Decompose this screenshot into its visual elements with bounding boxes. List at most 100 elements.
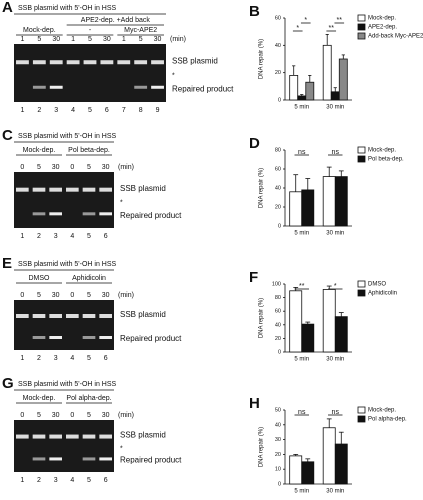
lane-number: 2 (37, 233, 41, 240)
bar (322, 289, 336, 353)
group-label: Aphidicolin (72, 275, 106, 282)
y-tick-label: 80 (275, 147, 281, 153)
legend-swatch (357, 155, 366, 163)
band-top (82, 314, 96, 318)
band-product (32, 212, 46, 216)
lane-number: 2 (37, 355, 41, 362)
time-label: 0 (70, 292, 74, 299)
band-product (99, 457, 112, 461)
lane-number: 2 (37, 107, 41, 114)
supergroup-label: APE2-dep. +Add back (81, 17, 151, 24)
time-label: 0 (20, 412, 24, 419)
y-tick-label: 40 (275, 322, 281, 328)
group-label: Mock-dep. (23, 147, 56, 154)
bar (322, 176, 336, 227)
lane-number: 1 (20, 107, 24, 114)
time-unit: (min) (118, 164, 134, 171)
time-label: 30 (102, 412, 110, 419)
lane-number: 3 (54, 233, 58, 240)
band-top (49, 187, 62, 192)
time-label: 5 (139, 36, 143, 43)
y-tick-label: 30 (275, 437, 281, 443)
time-label: 5 (37, 412, 41, 419)
legend-label: Mock-dep. (368, 16, 396, 22)
panel-letter: G (2, 375, 14, 392)
legend-label: Pol alpha-dep. (368, 417, 407, 423)
lane-number: 4 (71, 107, 75, 114)
band-product (82, 336, 96, 339)
y-tick-label: 50 (275, 407, 281, 413)
bar (289, 290, 303, 353)
band-product (32, 457, 46, 461)
time-label: 30 (52, 412, 60, 419)
lane-number: 7 (122, 107, 126, 114)
x-tick-label: 30 min (326, 357, 344, 363)
panel-letter: B (249, 3, 260, 20)
panel-letter: C (2, 127, 13, 144)
x-tick-label: 5 min (294, 231, 309, 237)
sig-label: ns (332, 149, 340, 156)
gel-title: SSB plasmid with 5'-OH in HSS (18, 381, 117, 388)
gel (14, 172, 114, 228)
band-product (99, 336, 112, 339)
bar (334, 176, 348, 227)
band-product (32, 85, 46, 89)
y-tick-label: 20 (275, 70, 281, 76)
time-unit: (min) (118, 412, 134, 419)
y-tick-label: 20 (275, 452, 281, 458)
y-tick-label: 60 (275, 309, 281, 315)
band-top (66, 60, 80, 65)
gel-title: SSB plasmid with 5'-OH in HSS (18, 261, 117, 268)
lane-number: 1 (20, 477, 24, 484)
band-top (66, 314, 79, 318)
lane-number: 9 (156, 107, 160, 114)
time-label: 30 (154, 36, 162, 43)
band-top (82, 434, 96, 439)
y-axis-label: DNA repair (%) (259, 168, 265, 208)
gel-title: SSB plasmid with 5'-OH in HSS (18, 5, 117, 12)
band-top (117, 60, 131, 65)
bar (305, 81, 315, 101)
band-top (99, 187, 112, 192)
group-label: DMSO (29, 275, 51, 282)
x-tick-label: 5 min (294, 357, 309, 363)
bar (289, 75, 299, 101)
y-tick-label: 40 (275, 185, 281, 191)
lane-number: 3 (54, 355, 58, 362)
lane-number: 3 (54, 477, 58, 484)
time-label: 30 (52, 36, 60, 43)
sig-label: ** (329, 25, 335, 32)
time-label: 5 (37, 36, 41, 43)
y-tick-label: 60 (275, 166, 281, 172)
y-tick-label: 0 (278, 481, 281, 487)
x-tick-label: 30 min (326, 105, 344, 111)
band-top (16, 187, 29, 192)
band-top (49, 314, 62, 318)
band-top (66, 434, 79, 439)
star: * (172, 73, 175, 80)
time-label: 5 (87, 164, 91, 171)
x-tick-label: 30 min (326, 231, 344, 237)
band-top (100, 60, 114, 65)
band-top (16, 314, 29, 318)
band-top (49, 434, 62, 439)
band-product (134, 85, 148, 89)
legend-label: Aphidicolin (368, 291, 397, 297)
y-tick-label: 40 (275, 422, 281, 428)
panel-letter: E (2, 255, 12, 272)
gel (14, 420, 114, 472)
band-product (49, 336, 62, 339)
sig-label: ns (298, 409, 306, 416)
lane-number: 4 (70, 355, 74, 362)
legend-swatch (357, 23, 366, 31)
legend-label: Mock-dep. (368, 148, 396, 154)
bar (334, 443, 348, 485)
y-tick-label: 0 (278, 97, 281, 103)
lane-number: 2 (37, 477, 41, 484)
time-label: 5 (87, 412, 91, 419)
bar (301, 189, 315, 227)
panel-letter: D (249, 135, 260, 152)
x-tick-label: 30 min (326, 489, 344, 495)
lane-number: 1 (20, 355, 24, 362)
group-label: Myc-APE2 (124, 27, 157, 34)
